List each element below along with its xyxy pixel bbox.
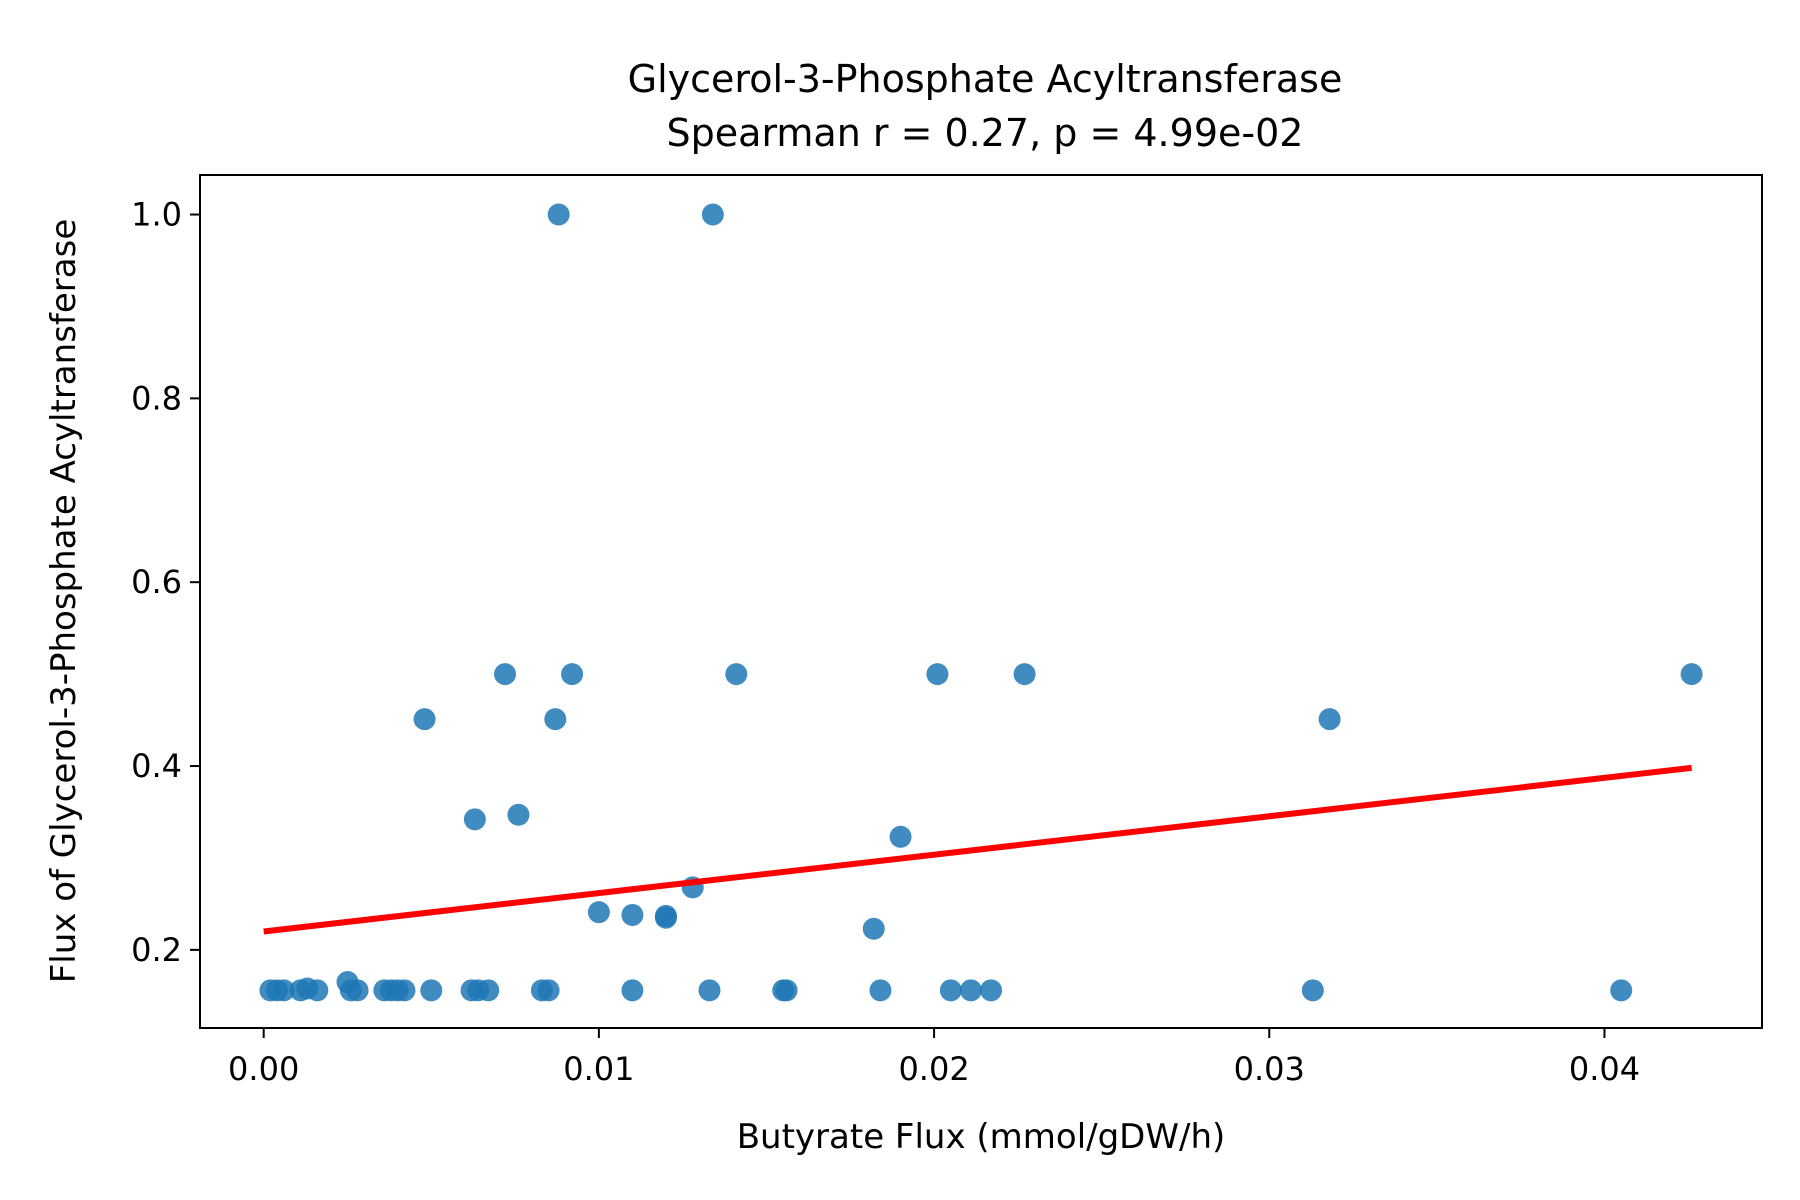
data-point	[980, 979, 1003, 1002]
x-axis-ticks: 0.00 0.01 0.02 0.03 0.04	[228, 1028, 1640, 1088]
data-point	[537, 979, 560, 1002]
scatter-points	[259, 203, 1703, 1002]
data-point	[1680, 663, 1703, 686]
data-point	[939, 979, 962, 1002]
data-point	[889, 825, 912, 848]
data-point	[862, 917, 885, 940]
regression-line	[263, 764, 1692, 935]
data-point	[1013, 663, 1036, 686]
data-point	[1318, 708, 1341, 731]
data-point	[477, 979, 500, 1002]
data-point	[561, 663, 584, 686]
data-point	[654, 904, 677, 927]
data-point	[507, 803, 530, 826]
data-point	[393, 979, 416, 1002]
y-axis-label: Flux of Glycerol-3-Phosphate Acyltransfe…	[44, 219, 84, 984]
data-point	[272, 979, 295, 1002]
y-tick-label: 0.2	[131, 931, 182, 969]
chart-subtitle: Spearman r = 0.27, p = 4.99e-02	[667, 111, 1304, 155]
data-point	[306, 979, 329, 1002]
x-axis-label: Butyrate Flux (mmol/gDW/h)	[737, 1117, 1226, 1157]
data-point	[413, 708, 436, 731]
data-point	[494, 663, 517, 686]
data-point	[725, 663, 748, 686]
data-point	[959, 979, 982, 1002]
chart-title: Glycerol-3-Phosphate Acyltransferase	[628, 57, 1343, 101]
data-point	[698, 979, 721, 1002]
data-point	[1301, 979, 1324, 1002]
data-point	[621, 979, 644, 1002]
data-point	[701, 203, 724, 226]
regression-line-group	[263, 764, 1692, 935]
data-point	[775, 979, 798, 1002]
data-point	[587, 901, 610, 924]
x-tick-label: 0.01	[563, 1050, 634, 1088]
data-point	[547, 203, 570, 226]
y-axis-ticks: 0.2 0.4 0.6 0.8 1.0	[131, 196, 200, 969]
y-tick-label: 0.4	[131, 747, 182, 785]
data-point	[463, 808, 486, 831]
data-point	[1610, 979, 1633, 1002]
data-point	[926, 663, 949, 686]
y-tick-label: 0.6	[131, 563, 182, 601]
x-tick-label: 0.00	[228, 1050, 299, 1088]
data-point	[346, 979, 369, 1002]
plot-frame	[199, 174, 1763, 1029]
y-tick-label: 1.0	[131, 196, 182, 234]
x-tick-label: 0.03	[1234, 1050, 1305, 1088]
x-tick-label: 0.04	[1569, 1050, 1640, 1088]
data-point	[869, 979, 892, 1002]
data-point	[420, 979, 443, 1002]
x-tick-label: 0.02	[898, 1050, 969, 1088]
y-tick-label: 0.8	[131, 379, 182, 417]
data-point	[621, 903, 644, 926]
data-point	[544, 708, 567, 731]
